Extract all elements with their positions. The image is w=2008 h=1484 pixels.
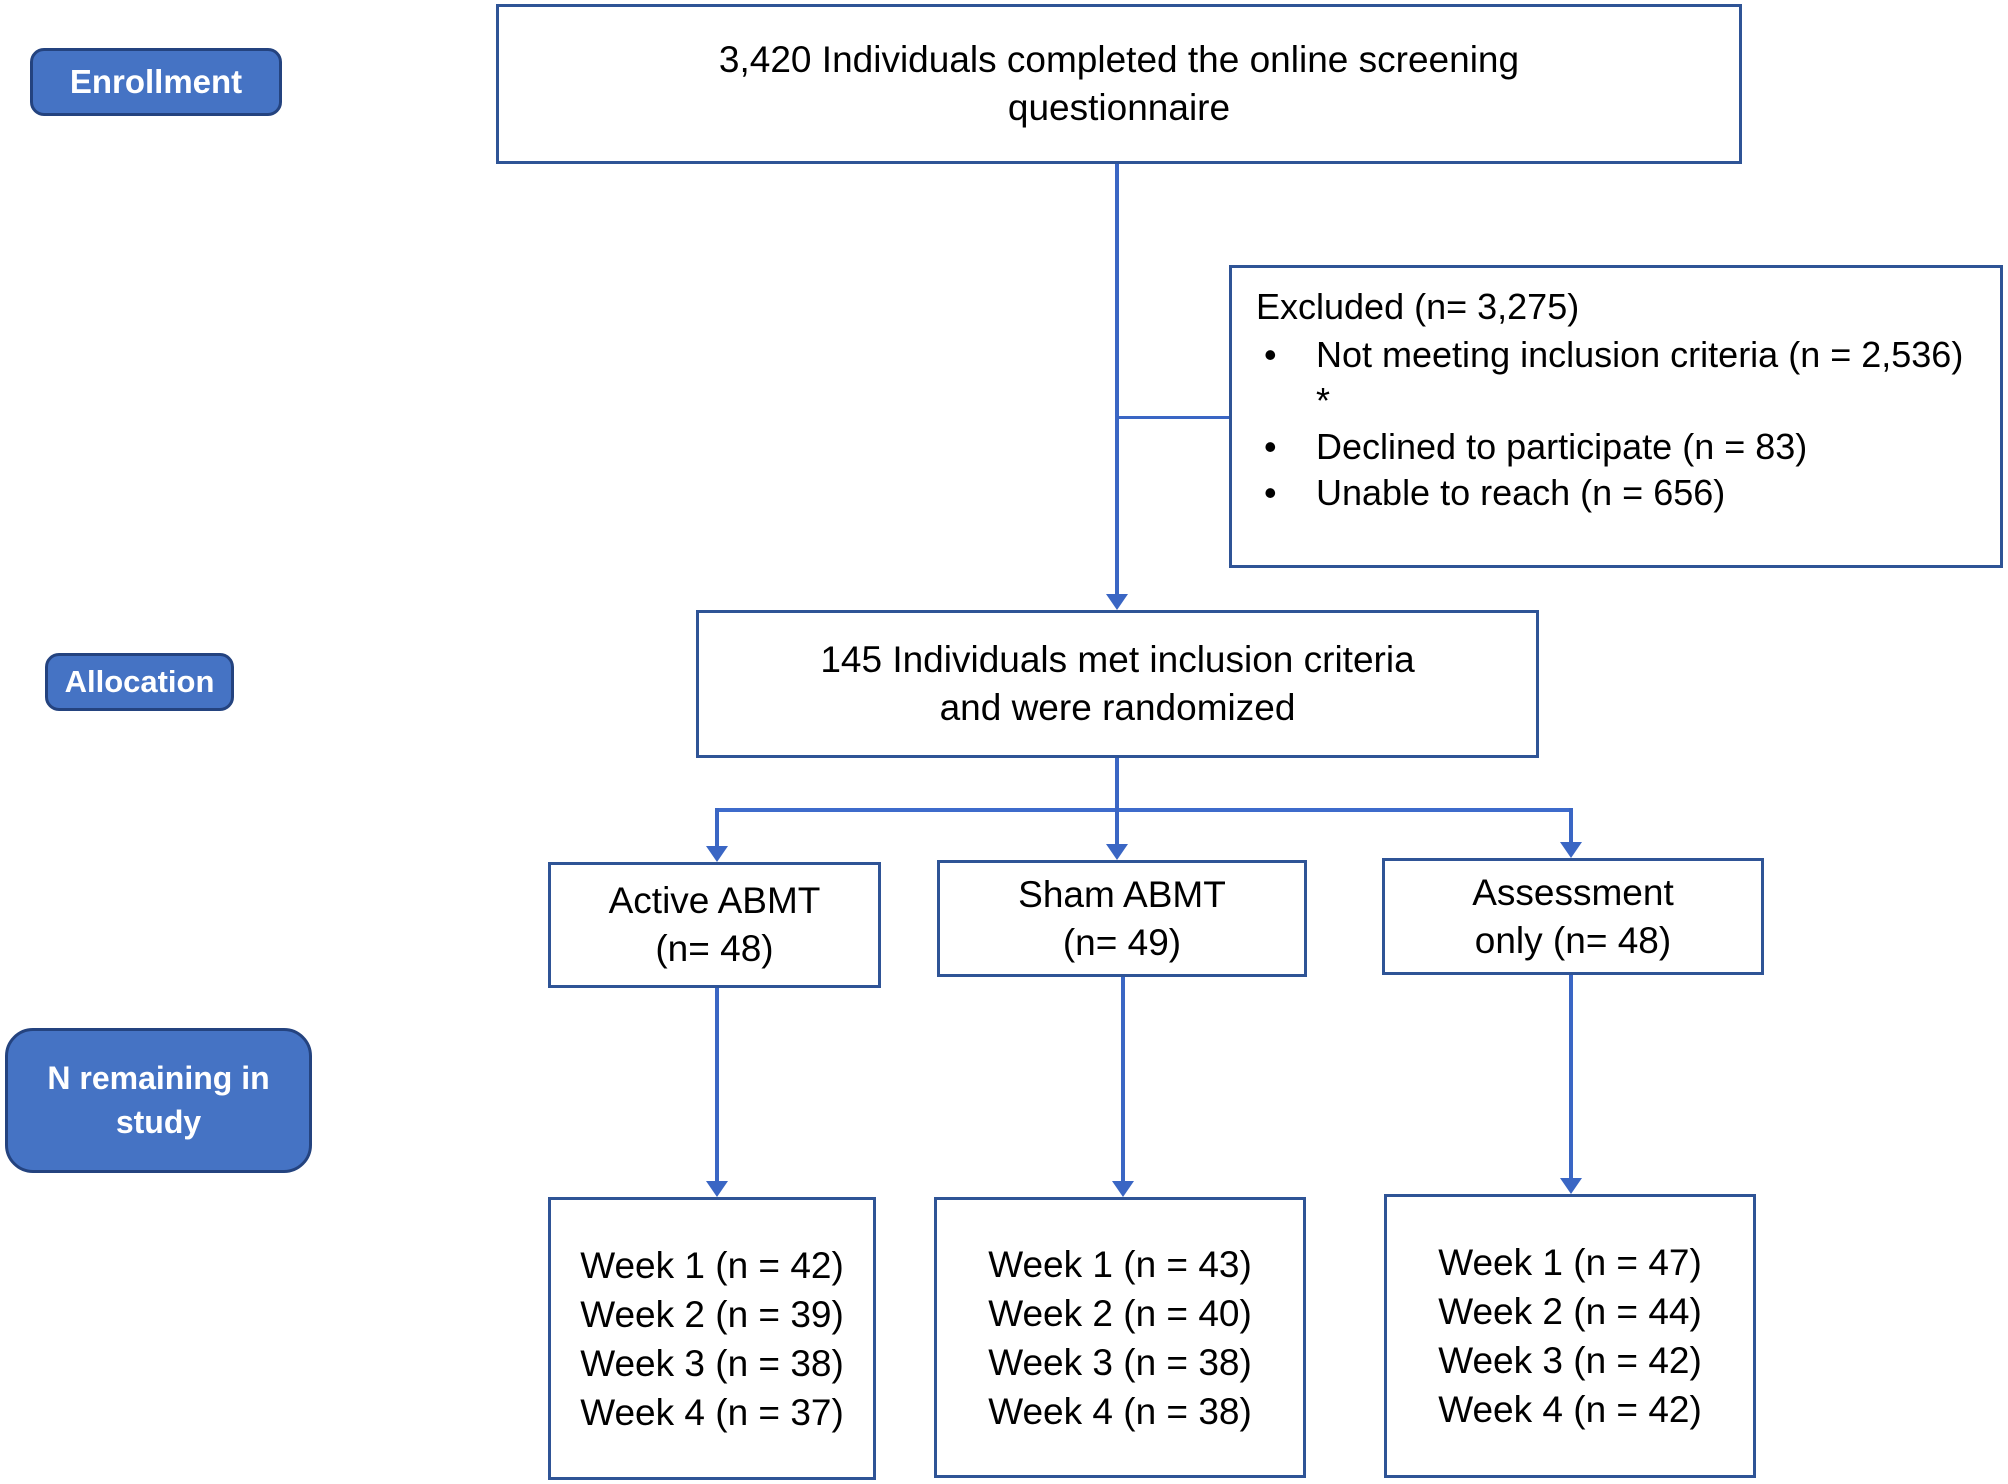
- connector-to-assessment-arrowhead: [1560, 842, 1582, 858]
- weeks-assessment-row: Week 4 (n = 42): [1438, 1389, 1702, 1430]
- excluded-title: Excluded (n= 3,275): [1256, 286, 1580, 327]
- screening-box: 3,420 Individuals completed the online s…: [496, 4, 1742, 164]
- arm-box-active-abmt: Active ABMT (n= 48): [548, 862, 881, 988]
- n-remaining-stage-label-line2: study: [115, 1103, 202, 1140]
- arm-active-name: Active ABMT: [608, 880, 821, 921]
- weeks-active-row: Week 4 (n = 37): [580, 1391, 844, 1433]
- arm-box-sham-abmt: Sham ABMT (n= 49): [937, 860, 1307, 977]
- arm-assessment-name: Assessment: [1472, 871, 1674, 913]
- connector-screening-to-randomized-line: [1115, 164, 1119, 594]
- weeks-active-row: Week 3 (n = 38): [580, 1342, 844, 1384]
- connector-active-to-weeks-arrowhead: [706, 1181, 728, 1197]
- n-remaining-stage-label-line1: N remaining in: [47, 1060, 270, 1097]
- weeks-assessment-row: Week 1 (n = 47): [1438, 1242, 1702, 1283]
- weeks-box-active: Week 1 (n = 42) Week 2 (n = 39) Week 3 (…: [548, 1197, 876, 1480]
- enrollment-stage-label: Enrollment: [69, 63, 243, 101]
- connector-sham-to-weeks-line: [1121, 977, 1125, 1181]
- connector-assessment-to-weeks-line: [1569, 975, 1573, 1178]
- connector-to-assessment-line: [1569, 808, 1573, 844]
- arm-active-n: (n= 48): [655, 928, 774, 969]
- connector-screening-to-randomized-arrowhead: [1106, 594, 1128, 610]
- connector-active-to-weeks-line: [715, 988, 719, 1181]
- connector-to-sham-line: [1115, 808, 1119, 846]
- branch-stem-line: [1115, 758, 1119, 810]
- arm-sham-name: Sham ABMT: [1018, 873, 1226, 915]
- weeks-assessment-row: Week 3 (n = 42): [1438, 1340, 1702, 1381]
- weeks-active-row: Week 2 (n = 39): [580, 1293, 844, 1335]
- screening-text-line2: questionnaire: [1007, 87, 1231, 128]
- weeks-sham-row: Week 4 (n = 38): [988, 1390, 1252, 1432]
- weeks-sham-row: Week 3 (n = 38): [988, 1341, 1252, 1383]
- allocation-stage-label: Allocation: [64, 663, 215, 699]
- connector-to-excluded-line: [1117, 416, 1229, 419]
- branch-horizontal-line: [715, 808, 1573, 812]
- arm-assessment-n: only (n= 48): [1474, 919, 1672, 961]
- screening-text-line1: 3,420 Individuals completed the online s…: [718, 39, 1520, 80]
- weeks-box-assessment: Week 1 (n = 47) Week 2 (n = 44) Week 3 (…: [1384, 1194, 1756, 1478]
- randomized-box: 145 Individuals met inclusion criteria a…: [696, 610, 1539, 758]
- weeks-sham-row: Week 2 (n = 40): [988, 1292, 1252, 1334]
- weeks-sham-row: Week 1 (n = 43): [988, 1243, 1252, 1285]
- excluded-reason-item: Not meeting inclusion criteria (n = 2,53…: [1252, 332, 1980, 424]
- weeks-assessment-row: Week 2 (n = 44): [1438, 1291, 1702, 1332]
- excluded-reason-item: Declined to participate (n = 83): [1252, 424, 1980, 470]
- randomized-text-line2: and were randomized: [939, 687, 1296, 728]
- connector-to-sham-arrowhead: [1106, 844, 1128, 860]
- arm-box-assessment-only: Assessment only (n= 48): [1382, 858, 1764, 975]
- connector-sham-to-weeks-arrowhead: [1112, 1181, 1134, 1197]
- enrollment-stage-badge: Enrollment: [30, 48, 282, 116]
- randomized-text-line1: 145 Individuals met inclusion criteria: [820, 639, 1415, 680]
- connector-to-active-line: [715, 808, 719, 848]
- excluded-reason-list: Not meeting inclusion criteria (n = 2,53…: [1252, 332, 1980, 516]
- weeks-active-row: Week 1 (n = 42): [580, 1244, 844, 1286]
- connector-to-active-arrowhead: [706, 846, 728, 862]
- weeks-box-sham: Week 1 (n = 43) Week 2 (n = 40) Week 3 (…: [934, 1197, 1306, 1478]
- excluded-reason-item: Unable to reach (n = 656): [1252, 470, 1980, 516]
- n-remaining-stage-badge: N remaining in study: [5, 1028, 312, 1173]
- allocation-stage-badge: Allocation: [45, 653, 234, 711]
- connector-assessment-to-weeks-arrowhead: [1560, 1178, 1582, 1194]
- excluded-box: Excluded (n= 3,275) Not meeting inclusio…: [1229, 265, 2003, 568]
- arm-sham-n: (n= 49): [1062, 921, 1182, 963]
